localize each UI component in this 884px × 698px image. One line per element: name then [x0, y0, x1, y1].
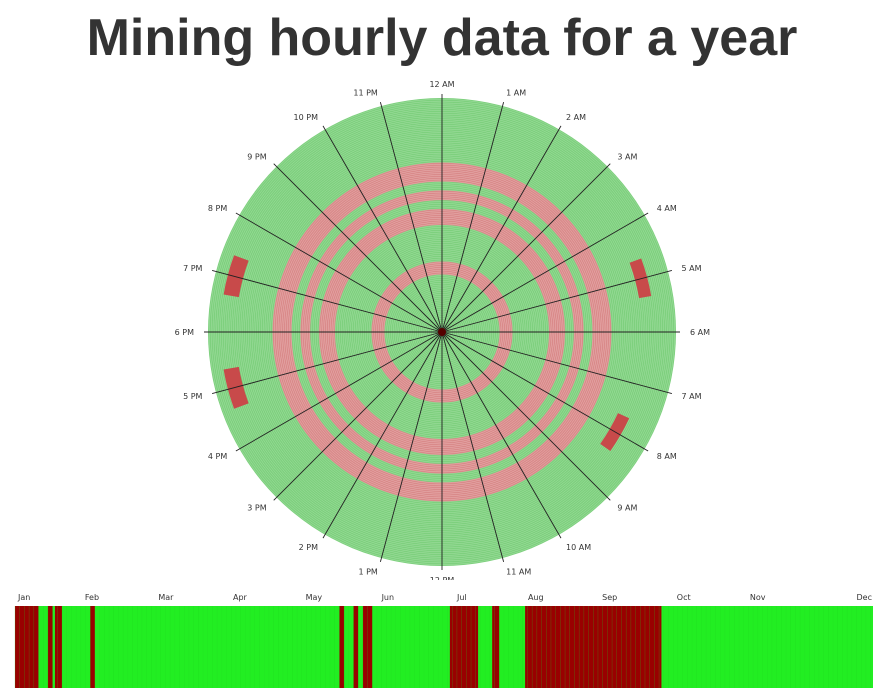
radial-hour-spoke [441, 331, 611, 501]
timeline-month-label: May [306, 593, 323, 602]
radial-hour-label: 7 AM [682, 392, 702, 401]
radial-hour-label: 1 PM [358, 568, 377, 577]
timeline-month-label: Aug [528, 593, 544, 602]
radial-hour-label: 4 PM [208, 452, 227, 461]
radial-hour-label: 11 AM [506, 568, 531, 577]
timeline-month-label: Apr [233, 593, 248, 602]
radial-hour-label: 5 AM [682, 264, 702, 273]
timeline-month-label: Mar [158, 593, 174, 602]
radial-hour-label: 3 PM [247, 503, 266, 512]
page-title: Mining hourly data for a year [86, 9, 798, 67]
radial-hourly-chart: 12 AM 1 AM 2 AM 3 AM 4 AM 5 AM 6 AM 7 AM 8 AM 9 A… [175, 80, 710, 580]
radial-hour-label: 10 AM [566, 543, 591, 552]
radial-hour-spoke [273, 163, 443, 333]
timeline-month-label: Oct [677, 593, 691, 602]
timeline-issue-bars [14, 606, 871, 688]
radial-hour-spoke [322, 125, 443, 333]
radial-hour-label: 12 AM [429, 80, 454, 89]
timeline-month-label: Nov [750, 593, 766, 602]
radial-hour-label: 10 PM [294, 113, 319, 122]
radial-hour-label: 6 PM [175, 328, 194, 337]
radial-hour-label: 12 PM [430, 576, 455, 580]
timeline-background [15, 606, 873, 688]
radial-hour-label: 5 PM [183, 392, 202, 401]
radial-hour-spoke [441, 125, 562, 333]
timeline-issue-bar [15, 606, 39, 688]
timeline-month-label: Sep [602, 593, 617, 602]
radial-hour-label: 3 AM [617, 153, 637, 162]
radial-hour-label: 9 PM [247, 153, 266, 162]
timeline-issue-bar [47, 606, 53, 688]
yearly-timeline-heatmap: Jan Feb Mar Apr May Jun Jul Aug Sep Oct Nov Dec [14, 593, 873, 688]
radial-hour-label: 8 PM [208, 204, 227, 213]
timeline-issue-bar [54, 606, 63, 688]
timeline-issue-bar [449, 606, 479, 688]
timeline-month-label: Jan [17, 593, 30, 602]
radial-hour-spoke [441, 269, 673, 333]
radial-notable-cell [223, 366, 249, 409]
radial-hour-spoke [322, 331, 443, 539]
radial-hour-spoke [379, 101, 443, 333]
timeline-month-label: Feb [85, 593, 99, 602]
radial-hour-spoke [441, 331, 505, 563]
timeline-issue-bar [353, 606, 359, 688]
radial-hour-spoke [441, 331, 649, 452]
radial-hour-label: 2 AM [566, 113, 586, 122]
radial-hour-label: 11 PM [353, 88, 378, 97]
radial-hour-spoke [441, 331, 673, 395]
radial-hour-label: 8 AM [657, 452, 677, 461]
radial-hour-spoke [235, 212, 443, 333]
radial-hour-label: 7 PM [183, 264, 202, 273]
timeline-month-label: Jun [381, 593, 395, 602]
radial-center-dot [438, 328, 446, 336]
radial-hour-label: 9 AM [617, 503, 637, 512]
radial-hour-spoke [379, 331, 443, 563]
radial-hour-spoke [441, 212, 649, 333]
radial-hour-spoke [211, 269, 443, 333]
radial-hour-label: 2 PM [299, 543, 318, 552]
timeline-month-label: Dec [857, 593, 872, 602]
radial-hour-spokes [204, 94, 680, 570]
radial-hour-label: 1 AM [506, 88, 526, 97]
timeline-issue-bar [339, 606, 345, 688]
radial-hour-spoke [273, 331, 443, 501]
timeline-month-labels: Jan Feb Mar Apr May Jun Jul Aug Sep Oct Nov Dec [17, 593, 872, 602]
radial-hour-labels: 12 AM 1 AM 2 AM 3 AM 4 AM 5 AM 6 AM 7 AM 8 AM 9 A… [175, 80, 710, 580]
radial-notable-cell [629, 258, 652, 299]
radial-hour-spoke [441, 163, 611, 333]
radial-hour-spoke [441, 331, 562, 539]
timeline-issue-bar [90, 606, 95, 688]
radial-hour-spoke [235, 331, 443, 452]
radial-hour-spoke [211, 331, 443, 395]
timeline-month-label: Jul [456, 593, 467, 602]
radial-notable-cell [223, 255, 249, 298]
radial-hour-label: 6 AM [690, 328, 710, 337]
timeline-issue-bar [492, 606, 500, 688]
radial-hour-spoke [441, 101, 505, 333]
radial-hour-label: 4 AM [657, 204, 677, 213]
